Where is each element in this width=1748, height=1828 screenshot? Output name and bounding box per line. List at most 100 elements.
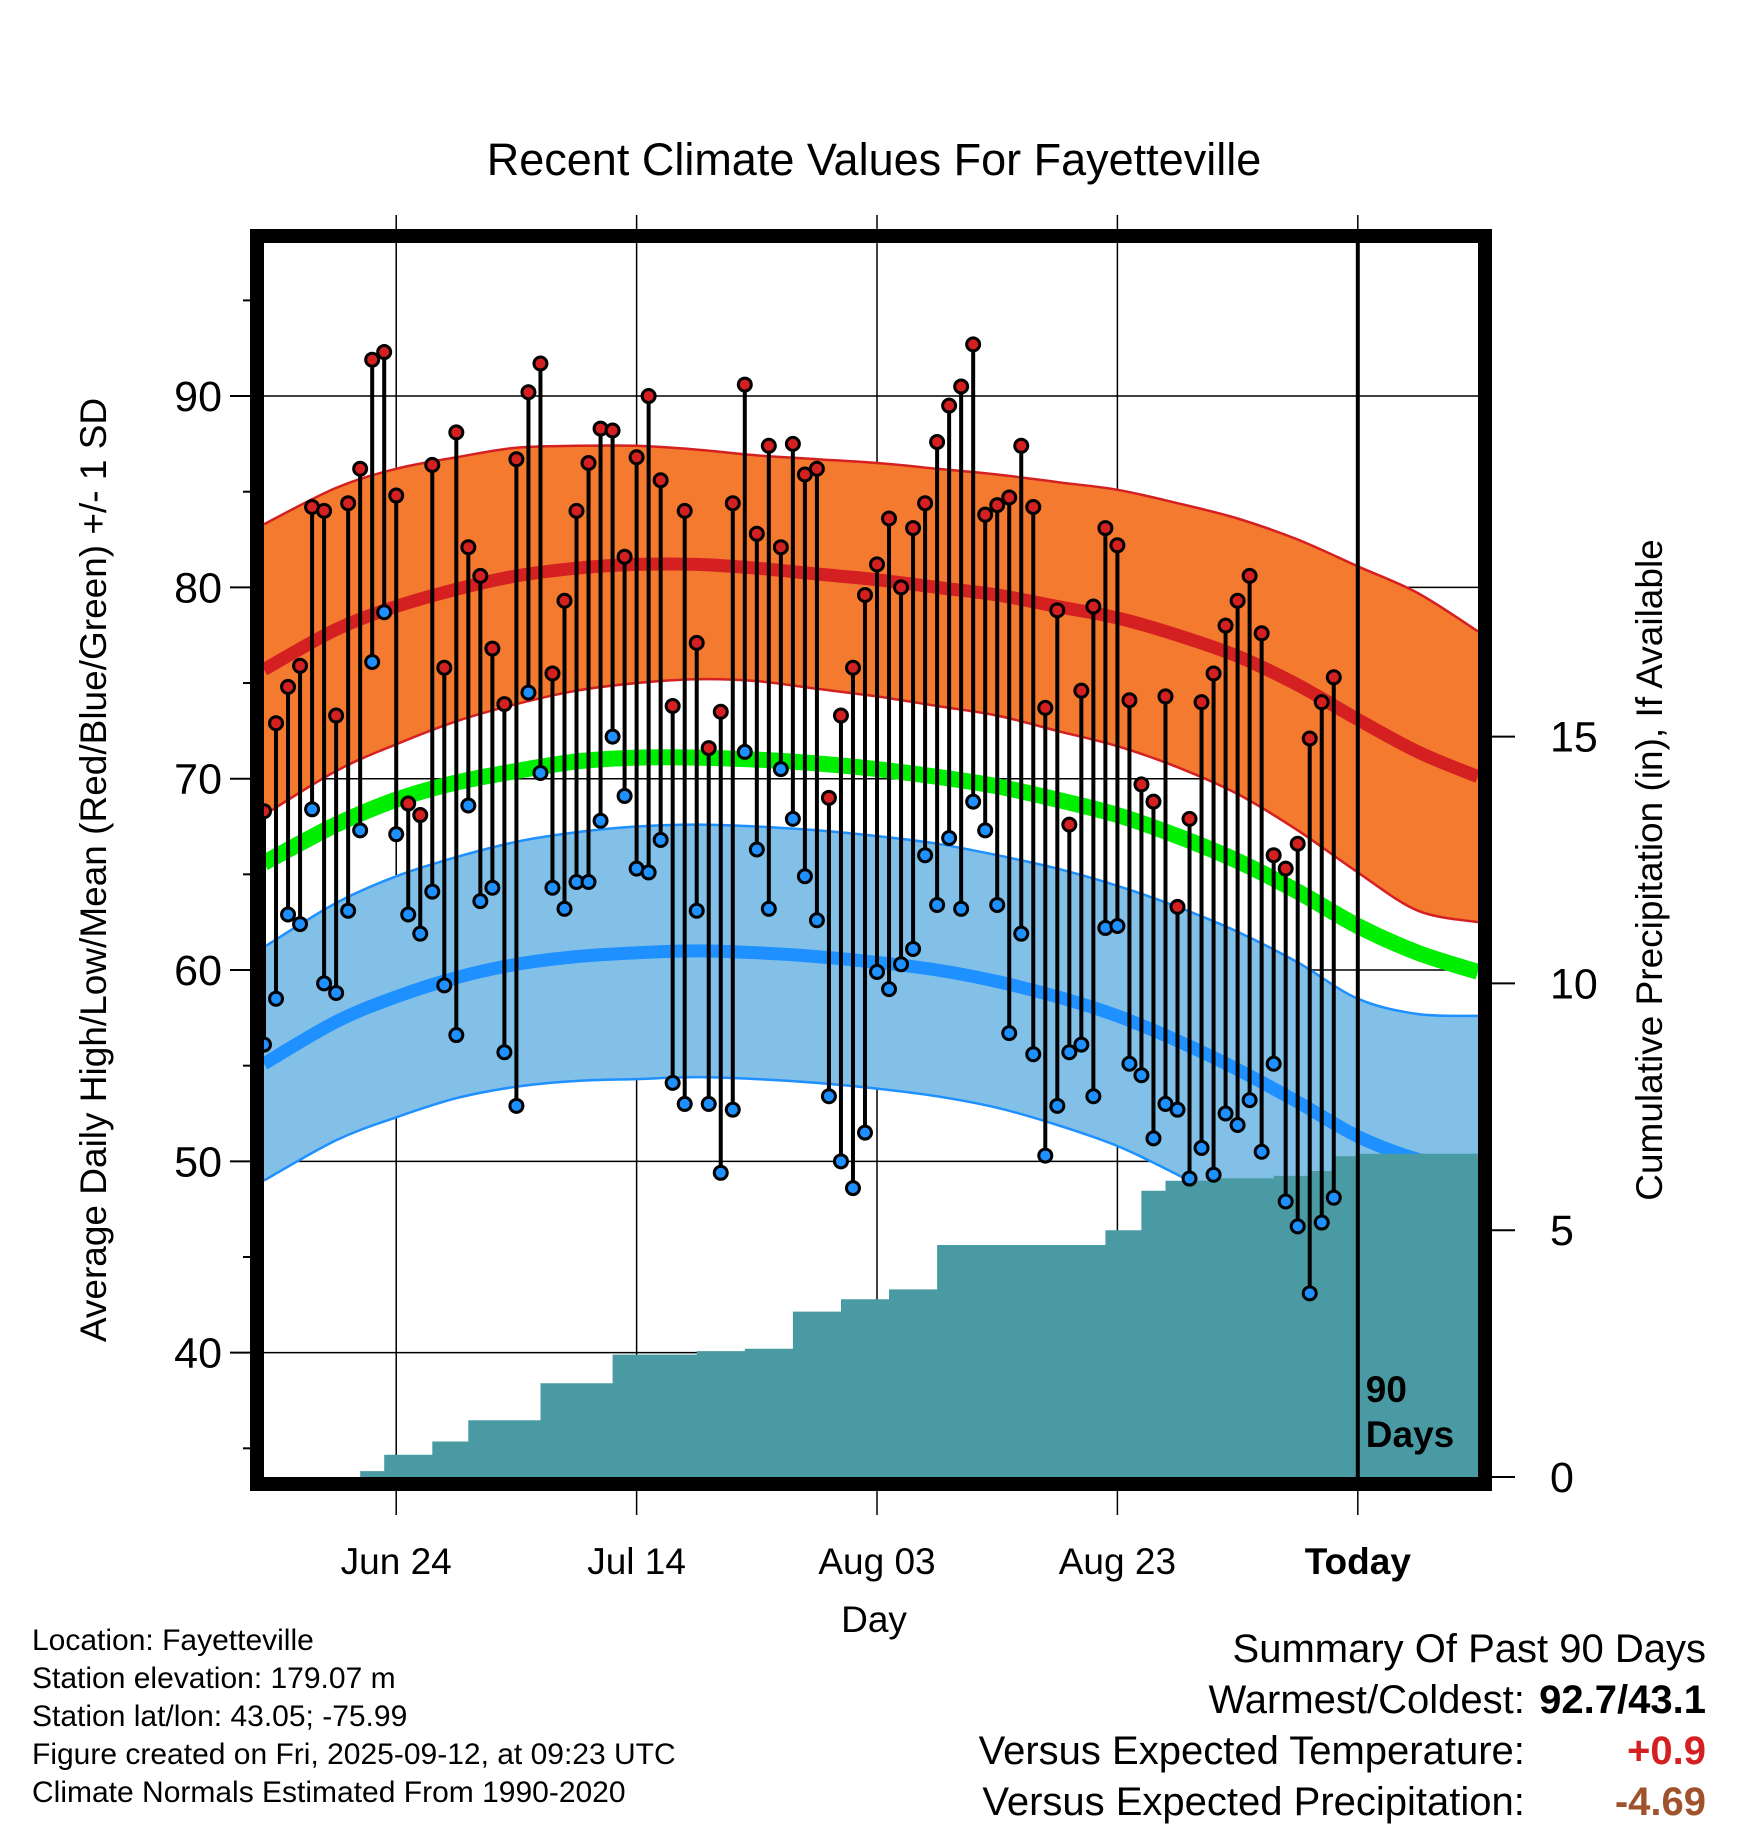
daily-high-point [1241, 567, 1258, 584]
daily-high-point [676, 502, 693, 519]
daily-low-point [712, 1164, 729, 1181]
daily-high-point [412, 807, 429, 824]
daily-high-point [1193, 694, 1210, 711]
axes-layer: 40 50 60 70 80 90 0 5 10 15 Jun 24 Jul 14 Aug 03 Aug … [174, 299, 1598, 1582]
daily-low-point [1325, 1189, 1342, 1206]
daily-low-point [640, 864, 657, 881]
daily-low-point [820, 1088, 837, 1105]
x-tick-label: Aug 23 [1059, 1541, 1176, 1582]
daily-low-point [748, 841, 765, 858]
daily-high-point [808, 460, 825, 477]
daily-high-point [508, 451, 525, 468]
daily-high-point [556, 592, 573, 609]
daily-high-point [905, 520, 922, 537]
daily-low-point [856, 1124, 873, 1141]
chart-title: Recent Climate Values For Fayetteville [487, 134, 1261, 185]
daily-low-point [1037, 1147, 1054, 1164]
x-tick-label: Jun 24 [341, 1541, 452, 1582]
daily-low-point [424, 883, 441, 900]
days-unit-label: Days [1366, 1414, 1454, 1455]
daily-low-point [604, 728, 621, 745]
daily-high-point [1229, 592, 1246, 609]
daily-low-point [844, 1180, 861, 1197]
daily-low-point [304, 801, 321, 818]
daily-low-point [412, 925, 429, 942]
daily-high-point [376, 344, 393, 361]
daily-low-point [676, 1095, 693, 1112]
daily-high-point [844, 659, 861, 676]
daily-high-point [688, 634, 705, 651]
warm-cold-label: Warmest/Coldest: [1208, 1678, 1525, 1722]
daily-low-point [1073, 1036, 1090, 1053]
daily-high-point [712, 703, 729, 720]
precip-area [264, 1153, 1478, 1477]
y2-tick-label: 10 [1550, 960, 1598, 1008]
summary-warm-cold-row: Warmest/Coldest: 92.7/43.1 [979, 1675, 1707, 1726]
daily-low-point [484, 879, 501, 896]
daily-high-point [724, 495, 741, 512]
daily-low-point [400, 906, 417, 923]
elevation-text: Station elevation: 179.07 m [32, 1662, 396, 1695]
y2-tick-label: 0 [1550, 1454, 1574, 1502]
daily-low-point [496, 1044, 513, 1061]
daily-high-point [772, 539, 789, 556]
daily-high-point [460, 539, 477, 556]
daily-high-point [1253, 625, 1270, 642]
precip-value: -4.69 [1614, 1780, 1706, 1824]
daily-high-point [1313, 694, 1330, 711]
temp-value: +0.9 [1627, 1729, 1706, 1773]
daily-high-point [893, 579, 910, 596]
daily-low-point [472, 893, 489, 910]
y-axis-label: Average Daily High/Low/Mean (Red/Blue/Gr… [73, 398, 114, 1342]
y-tick-label: 90 [174, 373, 222, 421]
daily-low-point [1301, 1285, 1318, 1302]
daily-high-point [328, 707, 345, 724]
daily-high-point [292, 657, 309, 674]
summary-panel: Summary Of Past 90 Days Warmest/Coldest:… [979, 1624, 1706, 1828]
daily-low-point [772, 761, 789, 778]
summary-title: Summary Of Past 90 Days [1232, 1627, 1706, 1671]
daily-low-point [592, 812, 609, 829]
daily-low-point [760, 900, 777, 917]
daily-low-point [989, 896, 1006, 913]
daily-high-point [1169, 898, 1186, 915]
x-tick-label: Jul 14 [587, 1541, 686, 1582]
y-tick-label: 60 [174, 947, 222, 995]
summary-precip-row: Versus Expected Precipitation: -4.69 [979, 1777, 1706, 1828]
daily-high-point [628, 449, 645, 466]
daily-low-point [1013, 925, 1030, 942]
daily-high-point [953, 378, 970, 395]
daily-low-point [376, 604, 393, 621]
x-tick-label: Aug 03 [818, 1541, 935, 1582]
daily-low-point [652, 831, 669, 848]
daily-low-point [965, 793, 982, 810]
daily-high-point [736, 376, 753, 393]
created-text: Figure created on Fri, 2025-09-12, at 09… [32, 1738, 676, 1771]
daily-low-point [340, 902, 357, 919]
daily-low-point [364, 653, 381, 670]
daily-low-point [1253, 1143, 1270, 1160]
daily-low-point [1109, 918, 1126, 935]
daily-high-point [652, 472, 669, 489]
daily-low-point [953, 900, 970, 917]
warm-cold-value: 92.7/43.1 [1539, 1678, 1706, 1722]
daily-high-point [1289, 835, 1306, 852]
daily-low-point [941, 829, 958, 846]
daily-high-point [472, 567, 489, 584]
daily-low-point [1121, 1055, 1138, 1072]
daily-high-point [664, 697, 681, 714]
daily-high-point [1097, 520, 1114, 537]
daily-high-point [424, 456, 441, 473]
daily-low-point [1229, 1116, 1246, 1133]
daily-high-point [784, 435, 801, 452]
daily-low-point [905, 940, 922, 957]
daily-low-point [352, 822, 369, 839]
temp-label: Versus Expected Temperature: [978, 1729, 1525, 1773]
daily-high-point [1001, 489, 1018, 506]
daily-low-point [796, 868, 813, 885]
daily-high-point [268, 715, 285, 732]
daily-low-point [977, 822, 994, 839]
daily-high-point [1301, 730, 1318, 747]
